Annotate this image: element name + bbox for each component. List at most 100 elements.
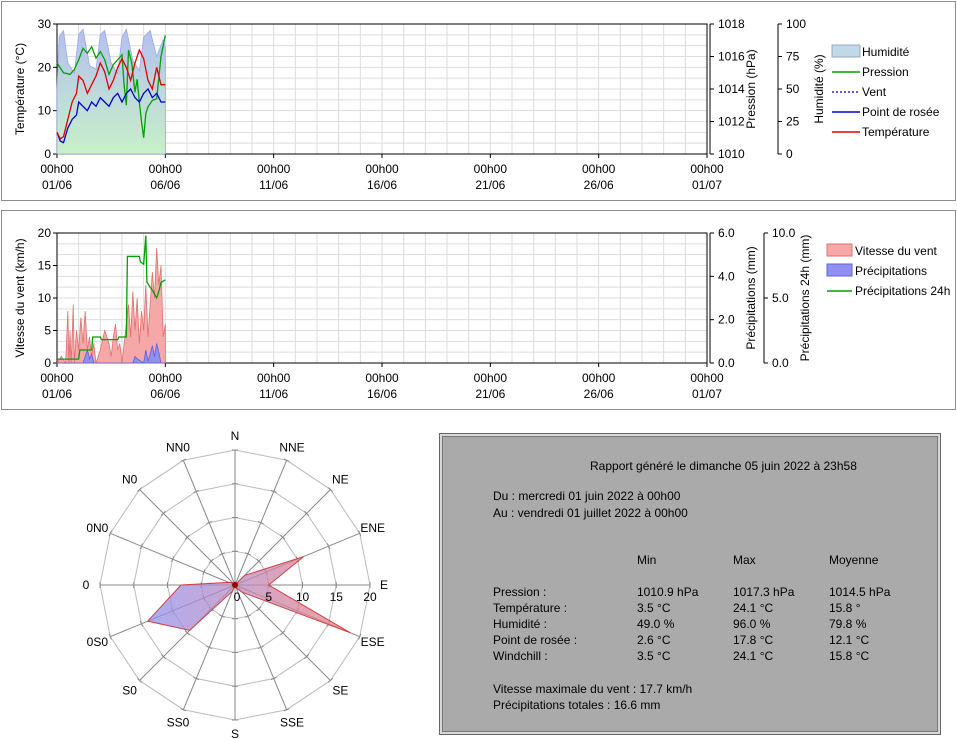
temperature-line — [56, 48, 166, 140]
dew-point-line — [56, 87, 166, 144]
x-tick-time: 00h00 — [40, 371, 74, 385]
report-total-rain: Précipitations totales : 16.6 mm — [493, 698, 661, 712]
rose-radius-label: 20 — [363, 590, 377, 604]
x-tick-time: 00h00 — [690, 162, 724, 176]
weather-chart-panel: 00h00 01/06 00h00 06/06 00h00 11/06 00h00 16/06… — [1, 1, 956, 201]
rose-direction-label: NE — [332, 473, 349, 487]
rose-direction-label: N — [231, 429, 240, 443]
report-row-avg: 1014.5 hPa — [829, 585, 891, 599]
y-axis-label-right: Pression (hPa) — [744, 49, 758, 128]
y-tick-label-right: 1016 — [718, 50, 745, 64]
x-tick-time: 00h00 — [582, 162, 616, 176]
rose-spoke-tick — [327, 487, 333, 493]
rose-direction-label: 0 — [83, 578, 90, 592]
report-title: Rapport généré le dimanche 05 juin 2022 … — [590, 459, 857, 473]
y-tick-label-right: 6.0 — [718, 226, 735, 240]
rose-spoke-tick — [206, 645, 213, 649]
report-row-label: Pression : — [493, 585, 547, 599]
x-tick-date: 26/06 — [584, 387, 614, 401]
x-tick-date: 06/06 — [150, 387, 180, 401]
y-tick-label-right: 0.0 — [718, 356, 735, 370]
rose-direction-label: NN0 — [166, 440, 190, 454]
report-from: Du : mercredi 01 juin 2022 à 00h00 — [493, 489, 681, 503]
rose-spoke-tick — [180, 458, 187, 462]
legend-swatch-humidity — [831, 44, 861, 58]
legend-label: Précipitations 24h — [855, 284, 950, 298]
rose-radius-label: 5 — [265, 590, 272, 604]
y-axis-label-left: Température (°C) — [13, 43, 27, 135]
rose-spoke-tick — [244, 614, 251, 618]
y-tick-label-right: 2.0 — [718, 313, 735, 327]
report-row-label: Température : — [493, 601, 568, 615]
rose-spoke-tick — [244, 552, 251, 556]
rose-direction-label: SS0 — [167, 716, 190, 730]
x-tick-date: 21/06 — [475, 178, 505, 192]
x-tick-date: 01/07 — [692, 178, 722, 192]
y-tick-label-left: 20 — [38, 226, 52, 240]
y-tick-label-left: 10 — [38, 291, 52, 305]
legend-label: Précipitations — [855, 264, 927, 278]
weather-chart: 00h00 01/06 00h00 06/06 00h00 11/06 00h00 16/06… — [13, 17, 940, 192]
report-row-min: 1010.9 hPa — [637, 585, 699, 599]
x-tick-time: 00h00 — [257, 162, 291, 176]
rose-spoke-tick — [184, 534, 190, 540]
rose-direction-label: ESE — [361, 635, 385, 649]
rose-direction-label: 0S0 — [87, 635, 109, 649]
y-tick-label-right: 0.0 — [772, 356, 789, 370]
wind-rain-chart-panel: 00h00 01/06 00h00 06/06 00h00 11/06 00h00 16/06… — [1, 210, 956, 410]
report-header-avg: Moyenne — [829, 553, 879, 567]
rose-spoke-tick — [270, 676, 277, 681]
x-tick-time: 00h00 — [690, 371, 724, 385]
report-header-max: Max — [733, 553, 756, 567]
rose-radius-label: 15 — [330, 590, 344, 604]
y-tick-label-left: 15 — [38, 259, 52, 273]
humidity-area — [56, 28, 166, 155]
rose-spoke-tick — [171, 556, 175, 563]
rose-direction-label: SSE — [280, 716, 304, 730]
x-tick-date: 01/06 — [42, 178, 72, 192]
rose-spoke-tick — [327, 677, 333, 683]
rose-spoke-tick — [108, 633, 112, 640]
rose-spoke-tick — [139, 620, 144, 627]
rose-spoke-tick — [108, 530, 112, 537]
rose-spoke-tick — [257, 645, 264, 649]
rose-spoke-tick — [180, 708, 187, 712]
rose-spoke-tick — [193, 676, 200, 681]
rose-spoke-tick — [326, 543, 331, 550]
report-max-wind: Vitesse maximale du vent : 17.7 km/h — [493, 682, 693, 696]
legend-swatch-wind — [826, 243, 853, 257]
rose-spoke-tick — [283, 458, 290, 462]
legend-label: Pression — [862, 65, 909, 79]
y-tick-label-left: 30 — [38, 17, 52, 31]
x-tick-time: 00h00 — [474, 162, 508, 176]
wind-speed-area — [56, 247, 166, 365]
x-tick-time: 00h00 — [149, 162, 183, 176]
precipitation-area — [57, 343, 166, 364]
report-row-avg: 15.8 °C — [829, 649, 870, 663]
x-tick-time: 00h00 — [474, 371, 508, 385]
rose-spoke-tick — [358, 633, 362, 640]
legend-label: Point de rosée — [862, 105, 940, 119]
x-tick-time: 00h00 — [365, 371, 399, 385]
rose-direction-label: N0 — [122, 473, 138, 487]
rose-spoke-tick — [270, 489, 277, 494]
x-tick-time: 00h00 — [149, 371, 183, 385]
x-tick-date: 21/06 — [475, 387, 505, 401]
y-tick-label-right: 1018 — [718, 17, 745, 31]
x-tick-time: 00h00 — [365, 162, 399, 176]
legend-label: Vitesse du vent — [855, 244, 937, 258]
rose-spoke-tick — [137, 487, 143, 493]
report-row-label: Point de rosée : — [493, 633, 578, 647]
x-tick-date: 16/06 — [367, 387, 397, 401]
rose-spoke-tick — [184, 630, 190, 636]
rose-spoke-tick — [160, 654, 166, 660]
rose-spoke-tick — [304, 654, 310, 660]
report-row-min: 3.5 °C — [637, 601, 671, 615]
y-axis-label-right: Humidité (%) — [812, 54, 826, 123]
y-tick-label-right: 5.0 — [772, 291, 789, 305]
legend-label: Vent — [862, 85, 887, 99]
wind-rose-chart: N NNE NE ENE E ESE SE SSE S SS0 S0 0S0 0 0N0 N0 NN0 5 10 1… — [83, 429, 388, 740]
x-tick-time: 00h00 — [257, 371, 291, 385]
x-tick-time: 00h00 — [582, 371, 616, 385]
legend-swatch-rain — [826, 263, 853, 277]
